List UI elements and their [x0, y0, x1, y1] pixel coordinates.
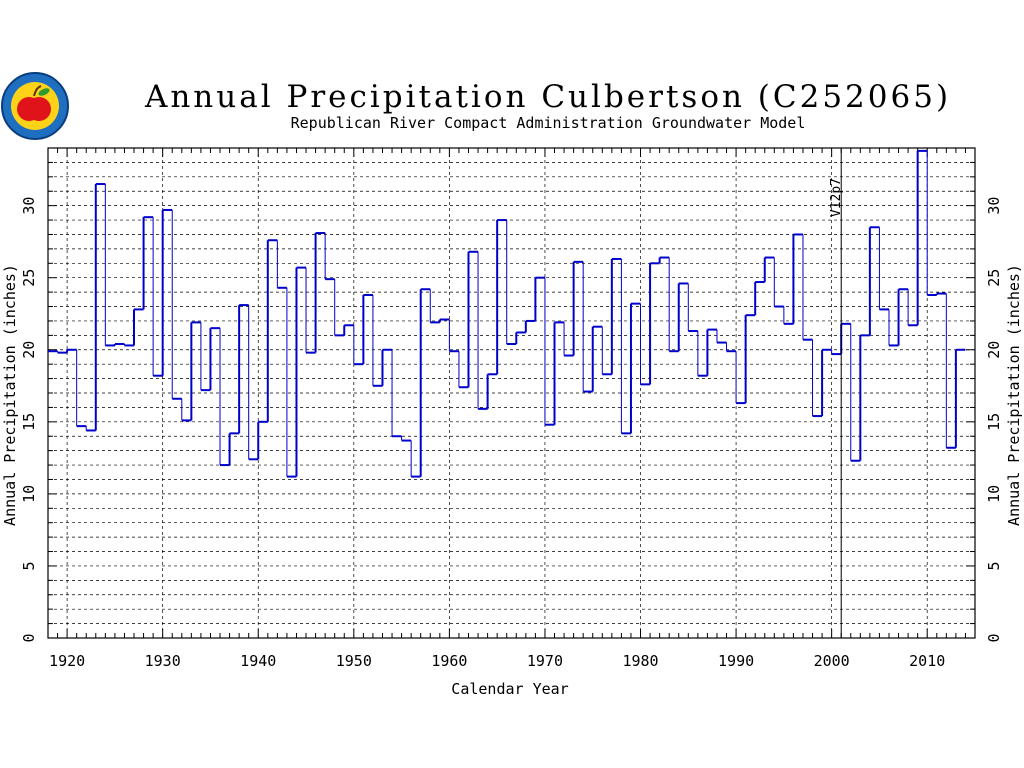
annotation-label: V12p7	[829, 178, 844, 217]
x-tick-label: 1930	[145, 652, 181, 670]
x-tick-label: 1990	[718, 652, 754, 670]
x-tick-label: 1940	[240, 652, 276, 670]
y-tick-label-right: 15	[985, 413, 1003, 431]
x-axis-label: Calendar Year	[451, 680, 568, 698]
y-axis-label-right: Annual Precipitation (inches)	[1005, 264, 1023, 526]
y-tick-label-left: 0	[20, 633, 38, 642]
y-tick-label-left: 10	[20, 485, 38, 503]
chart-title: Annual Precipitation Culbertson (C252065…	[144, 79, 951, 115]
x-tick-label: 1950	[336, 652, 372, 670]
y-tick-label-right: 25	[985, 269, 1003, 287]
annotation-marker: V12p7	[829, 148, 844, 638]
y-tick-label-right: 0	[985, 633, 1003, 642]
x-tick-label: 1970	[527, 652, 563, 670]
gridlines	[48, 148, 975, 638]
chart-subtitle: Republican River Compact Administration …	[291, 114, 806, 132]
x-tick-label: 1920	[49, 652, 85, 670]
precipitation-series	[48, 149, 966, 478]
y-tick-label-left: 25	[20, 269, 38, 287]
logo-seal	[1, 72, 69, 140]
x-tick-label: 2000	[814, 652, 850, 670]
x-tick-label: 2010	[909, 652, 945, 670]
x-tick-label: 1960	[431, 652, 467, 670]
y-tick-label-left: 5	[20, 561, 38, 570]
y-tick-label-right: 30	[985, 197, 1003, 215]
y-axis-label-left: Annual Precipitation (inches)	[1, 264, 19, 526]
y-tick-label-right: 10	[985, 485, 1003, 503]
y-tick-label-left: 15	[20, 413, 38, 431]
y-tick-label-right: 20	[985, 341, 1003, 359]
y-tick-label-left: 30	[20, 197, 38, 215]
axis-ticks: 1920 1930 1940 1950 1960 1970 1980 1990 2000 2010…	[20, 147, 1003, 670]
y-tick-label-right: 5	[985, 561, 1003, 570]
x-tick-label: 1980	[622, 652, 658, 670]
y-tick-label-left: 20	[20, 341, 38, 359]
